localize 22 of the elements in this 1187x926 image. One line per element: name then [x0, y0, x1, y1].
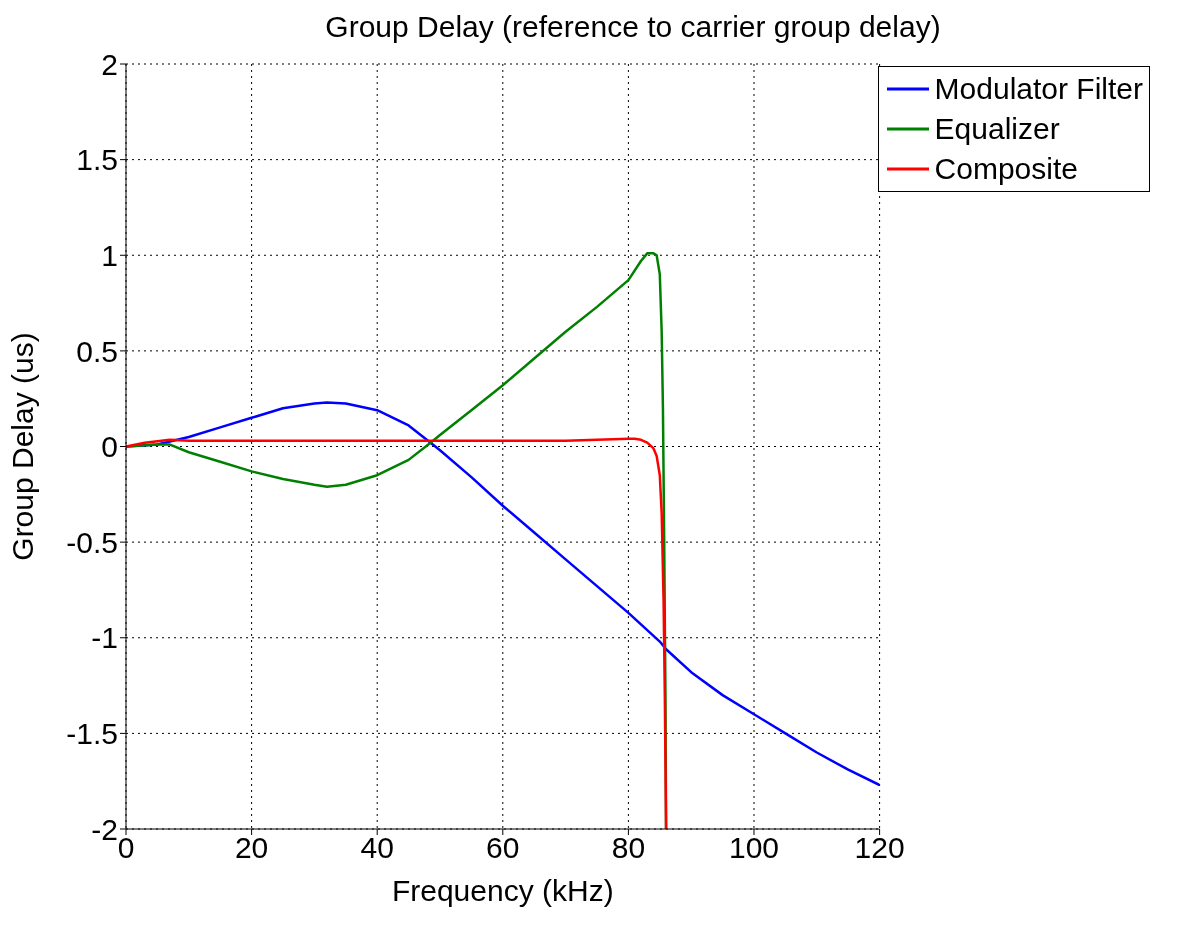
- x-tick-label: 120: [854, 831, 905, 865]
- legend-label: Modulator Filter: [934, 71, 1143, 107]
- y-tick-label: -1.5: [66, 717, 118, 751]
- y-tick-label: 2: [101, 47, 118, 81]
- y-tick-label: 1.5: [76, 143, 118, 177]
- y-tick-label: -1: [91, 621, 118, 655]
- y-tick-label: 1: [101, 238, 118, 272]
- x-tick-label: 20: [234, 831, 269, 865]
- line-series: [126, 437, 668, 829]
- x-axis-title: Frequency (kHz): [391, 874, 614, 907]
- y-tick-label: 0: [101, 430, 118, 464]
- y-axis-title: Group Delay (us): [5, 332, 39, 561]
- x-tick-label: 100: [728, 831, 780, 865]
- y-tick-label: -0.5: [66, 525, 118, 559]
- chart-title: Group Delay (reference to carrier group delay): [324, 10, 942, 44]
- legend-label: Equalizer: [934, 111, 1060, 147]
- legend-label: Composite: [934, 151, 1078, 187]
- y-tick-label: -2: [91, 812, 118, 846]
- y-tick-label: 0.5: [76, 334, 118, 368]
- x-tick-label: 80: [611, 831, 646, 865]
- x-tick-label: 40: [360, 831, 394, 865]
- x-tick-label: 60: [486, 831, 520, 865]
